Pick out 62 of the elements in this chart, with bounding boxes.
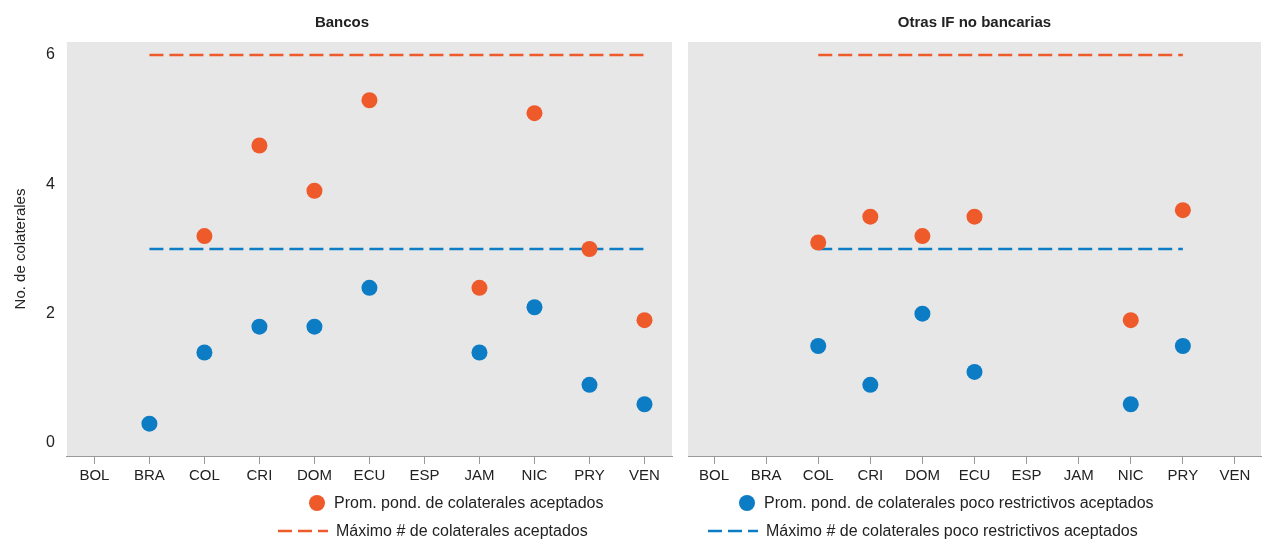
point	[862, 376, 879, 393]
x-tick-label: NIC	[521, 466, 548, 484]
point	[361, 279, 378, 296]
x-tick-label: ECU	[958, 466, 991, 484]
point	[581, 376, 598, 393]
x-tick-label: VEN	[1219, 466, 1251, 484]
x-tick-label: ESP	[1011, 466, 1042, 484]
chart-title: Bancos	[314, 13, 370, 31]
chart-title: Otras IF no bancarias	[897, 13, 1052, 31]
x-tick-label: CRI	[246, 466, 273, 484]
point	[306, 182, 323, 199]
point	[914, 305, 931, 322]
x-tick-label: CRI	[857, 466, 884, 484]
y-tick-label: 4	[45, 174, 55, 192]
point	[636, 312, 653, 329]
point	[526, 105, 543, 122]
point	[1122, 396, 1139, 413]
legend-label: Prom. pond. de colaterales poco restrictivos aceptados	[764, 494, 1154, 512]
legend-label: Prom. pond. de colaterales aceptados	[334, 494, 604, 512]
point	[526, 299, 543, 316]
point	[251, 318, 268, 335]
x-tick-label: VEN	[629, 466, 660, 484]
point	[1174, 338, 1191, 355]
x-tick-label: JAM	[1063, 466, 1094, 484]
x-tick-label: NIC	[1117, 466, 1144, 484]
y-axis-title: No. de colaterales	[11, 188, 29, 310]
x-tick-label: PRY	[1167, 466, 1199, 484]
point	[810, 338, 827, 355]
x-tick-label: DOM	[296, 466, 332, 484]
legend-label: Máximo # de colaterales aceptados	[336, 522, 588, 540]
x-tick-label: COL	[802, 466, 834, 484]
point	[1122, 312, 1139, 329]
point	[306, 318, 323, 335]
y-tick-label: 0	[45, 433, 55, 451]
point	[1174, 202, 1191, 219]
point	[810, 234, 827, 251]
point	[581, 241, 598, 257]
x-tick-label: ESP	[409, 466, 440, 484]
point	[914, 228, 931, 245]
x-tick-label: COL	[189, 466, 220, 484]
point	[196, 228, 213, 245]
point	[966, 363, 983, 380]
y-tick-label: 2	[45, 304, 55, 322]
x-tick-label: ECU	[353, 466, 386, 484]
point	[141, 415, 158, 432]
y-tick-label: 6	[45, 45, 55, 63]
point	[251, 137, 268, 154]
x-tick-label: BOL	[79, 466, 110, 484]
x-tick-label: BRA	[750, 466, 782, 484]
x-tick-label: PRY	[574, 466, 605, 484]
point	[471, 344, 488, 361]
point	[196, 344, 213, 361]
point	[361, 92, 378, 109]
point	[862, 208, 879, 225]
point	[636, 396, 653, 413]
x-tick-label: JAM	[464, 466, 495, 484]
point	[966, 208, 983, 225]
x-tick-label: BRA	[133, 466, 165, 484]
x-tick-label: BOL	[699, 466, 730, 484]
point	[471, 279, 488, 296]
legend-label: Máximo # de colaterales poco restrictivos aceptados	[766, 522, 1138, 540]
x-tick-label: DOM	[904, 466, 940, 484]
